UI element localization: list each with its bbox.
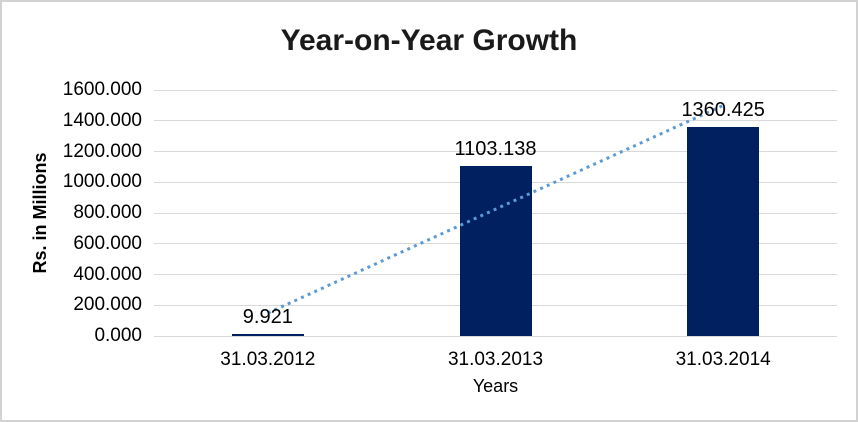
y-tick-label: 200.000 [73, 294, 142, 316]
x-tick-label: 31.03.2013 [447, 349, 544, 370]
y-tick-label: 1400.000 [62, 109, 142, 131]
trendline [267, 104, 724, 315]
bar-value-label: 1103.138 [454, 138, 537, 161]
gridline [154, 151, 837, 152]
x-tick-label: 31.03.2014 [675, 349, 771, 370]
gridline [154, 120, 837, 122]
y-tick-label: 800.000 [73, 202, 142, 223]
chart-title: Year-on-Year Growth [280, 24, 578, 57]
bar-value-label: 1360.425 [681, 98, 765, 121]
bar [459, 166, 532, 336]
y-tick-label: 1200.000 [62, 140, 142, 162]
y-tick-label: 0.000 [94, 325, 142, 346]
x-axis-title: Years [472, 376, 519, 396]
y-tick-label: 1000.000 [62, 171, 142, 193]
x-axis-line [154, 335, 837, 337]
y-tick-label: 1600.000 [62, 79, 142, 100]
x-tick-label: 31.03.2012 [220, 349, 316, 370]
bar [231, 334, 304, 336]
bar-value-label: 9.921 [242, 306, 293, 328]
y-tick-label: 600.000 [73, 232, 142, 254]
plot-area [154, 89, 837, 337]
bar [687, 126, 760, 336]
gridline [154, 89, 837, 91]
y-tick-label: 400.000 [73, 263, 142, 285]
